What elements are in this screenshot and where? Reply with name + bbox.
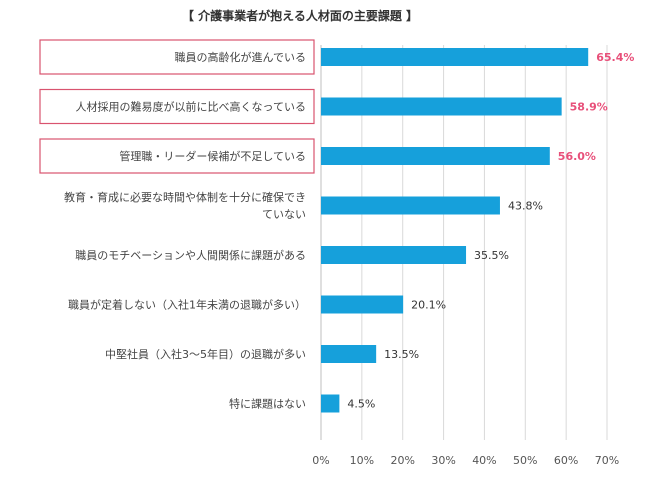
bar [321, 48, 589, 66]
value-label: 13.5% [384, 348, 419, 361]
value-label: 65.4% [596, 51, 634, 64]
category-labels: 職員の高齢化が進んでいる人材採用の難易度が以前に比べ高くなっている管理職・リーダ… [64, 50, 306, 411]
bar [321, 147, 550, 165]
chart-title: 【 介護事業者が抱える人材面の主要課題 】 [182, 8, 418, 23]
category-label: 管理職・リーダー候補が不足している [119, 149, 306, 163]
category-label: 中堅社員（入社3〜5年目）の退職が多い [105, 347, 306, 361]
bar [321, 295, 404, 314]
value-labels: 65.4% 58.9% 56.0% 43.8% 35.5% 20.1% 13.5% 4.5% [347, 51, 634, 411]
bar [321, 97, 562, 116]
x-tick-label: 40% [472, 454, 496, 467]
x-tick-label: 50% [513, 454, 537, 467]
highlight-box [39, 138, 315, 174]
bars [321, 48, 589, 413]
highlight-boxes [39, 39, 315, 174]
value-label: 20.1% [411, 299, 446, 312]
category-label: 人材採用の難易度が以前に比べ高くなっている [76, 100, 306, 114]
bar [321, 345, 377, 363]
category-label: ていない [262, 208, 306, 221]
value-label: 43.8% [508, 200, 543, 213]
x-tick-label: 20% [390, 454, 414, 467]
value-label: 58.9% [570, 101, 608, 114]
category-label: 職員の高齢化が進んでいる [175, 50, 306, 64]
value-label: 56.0% [558, 150, 596, 163]
highlight-box [39, 39, 315, 75]
bar [321, 196, 500, 215]
category-label: 職員が定着しない（入社1年未満の退職が多い） [68, 298, 306, 312]
category-label: 特に課題はない [229, 397, 306, 411]
bar [321, 394, 340, 413]
x-tick-label: 0% [312, 454, 329, 467]
x-tick-label: 10% [350, 454, 374, 467]
category-label: 職員のモチベーションや人間関係に課題がある [75, 248, 306, 262]
highlight-box [39, 88, 315, 125]
bar [321, 246, 467, 264]
x-axis-ticks: 0% 10% 20% 30% 40% 50% 60% 70% [312, 454, 619, 467]
x-tick-label: 60% [554, 454, 578, 467]
value-label: 4.5% [347, 398, 375, 411]
x-tick-label: 70% [595, 454, 619, 467]
value-label: 35.5% [474, 249, 509, 262]
x-tick-label: 30% [431, 454, 455, 467]
category-label: 教育・育成に必要な時間や体制を十分に確保でき [64, 190, 306, 204]
